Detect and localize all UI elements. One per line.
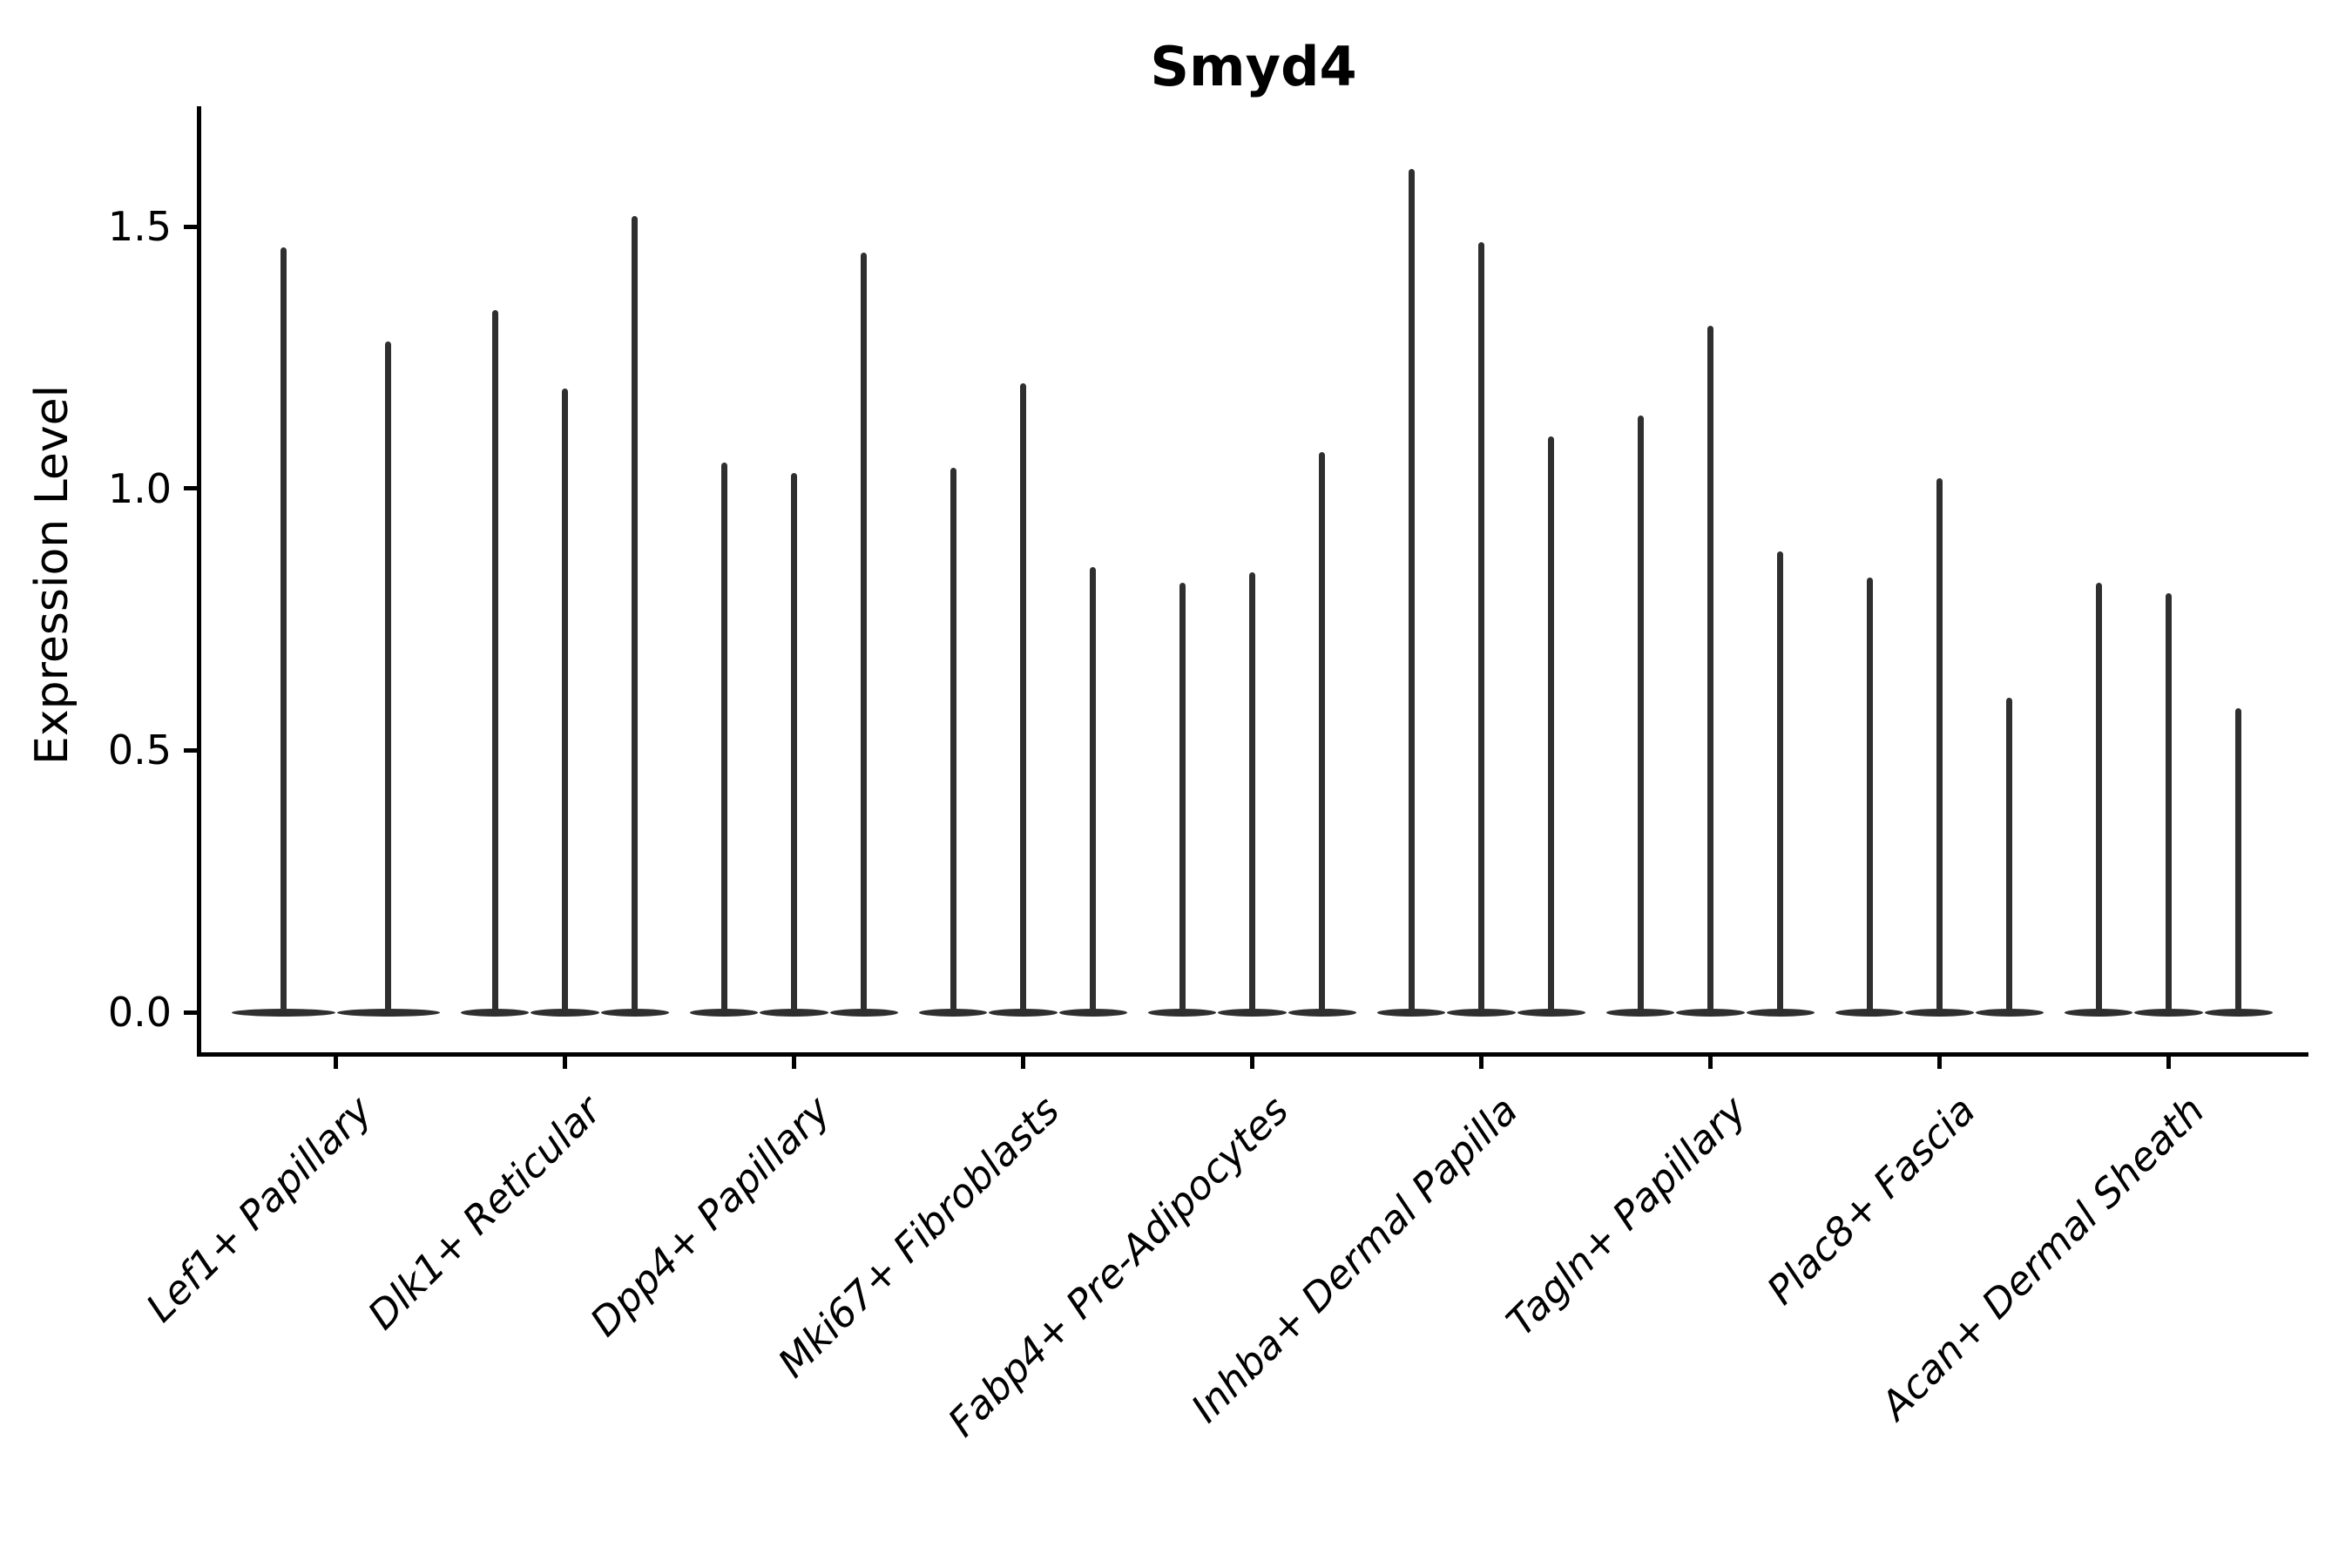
violin-spike [1866, 577, 1873, 1015]
x-tick-label: Dpp4+ Papillary [580, 1087, 839, 1346]
y-axis-spine [197, 106, 201, 1057]
violin-spike [1090, 566, 1097, 1015]
violin-spike [1707, 326, 1713, 1015]
violin-spike [491, 310, 498, 1015]
violin-spike [1637, 415, 1644, 1015]
x-tick-label: Tagln+ Papillary [1497, 1087, 1755, 1345]
violin-spike [385, 341, 392, 1015]
y-axis-tick [184, 486, 199, 491]
violin-spike [1020, 383, 1026, 1015]
violin-spike [791, 472, 797, 1015]
violin-spike [720, 462, 727, 1015]
violin-spike [562, 389, 568, 1015]
violin-spike [2235, 708, 2242, 1015]
violin-spike [861, 253, 868, 1015]
violin-spike [1777, 551, 1784, 1015]
x-axis-tick [792, 1054, 796, 1069]
y-axis-label: Expression Level [26, 384, 78, 766]
y-tick-label: 1.0 [107, 464, 172, 512]
violin-spike [950, 467, 956, 1015]
y-axis-tick [184, 747, 199, 753]
violin-spike [2006, 698, 2013, 1015]
y-tick-label: 0.5 [107, 727, 172, 774]
x-axis-tick [1250, 1054, 1254, 1069]
violin-spike [1179, 582, 1186, 1015]
x-axis-tick [1479, 1054, 1484, 1069]
violin-spike [2095, 582, 2102, 1015]
violin-spike [1249, 571, 1255, 1015]
x-axis-tick [1937, 1054, 1942, 1069]
violin-spike [280, 247, 287, 1015]
violin-spike [1408, 168, 1415, 1015]
violin-spike [632, 216, 639, 1015]
x-axis-tick [2166, 1054, 2171, 1069]
violin-spike [1478, 242, 1484, 1015]
x-tick-label: Lef1+ Papillary [137, 1087, 381, 1331]
x-axis-tick [334, 1054, 338, 1069]
chart-title: Smyd4 [1150, 35, 1357, 98]
x-axis-tick [1708, 1054, 1713, 1069]
violin-spike [2166, 592, 2172, 1015]
y-tick-label: 1.5 [107, 203, 172, 251]
violin-spike [1936, 477, 1943, 1015]
x-axis-tick [563, 1054, 567, 1069]
violin-spike [1319, 451, 1326, 1015]
violin-spike [1548, 436, 1555, 1015]
x-tick-label: Plac8+ Fascia [1758, 1087, 1984, 1314]
y-axis-tick [184, 224, 199, 229]
x-axis-tick [1021, 1054, 1025, 1069]
x-tick-label: Dlk1+ Reticular [358, 1087, 610, 1339]
y-tick-label: 0.0 [107, 989, 172, 1036]
y-axis-tick [184, 1010, 199, 1015]
